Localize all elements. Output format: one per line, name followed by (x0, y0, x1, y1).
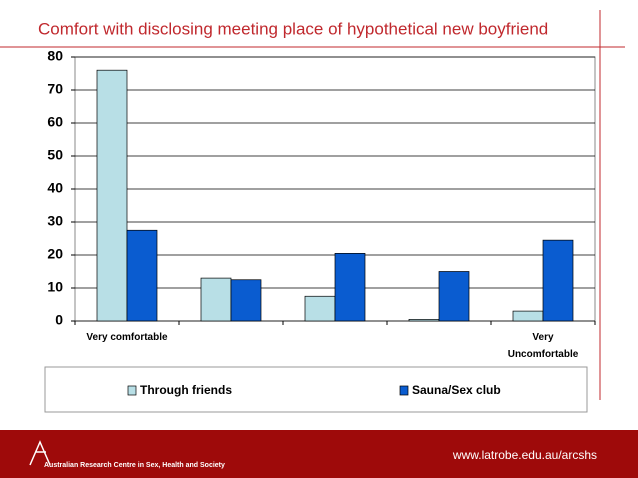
bar (512, 310, 544, 322)
bar (408, 319, 440, 322)
bar (542, 239, 574, 322)
logo (29, 440, 51, 466)
legend-box (44, 366, 588, 413)
y-tick-label: 60 (47, 114, 63, 130)
x-tick-label: Very Uncomfortable (507, 332, 579, 360)
y-tick-label: 0 (55, 312, 63, 328)
chart-title: Comfort with disclosing meeting place of… (38, 19, 548, 38)
bar (304, 295, 336, 322)
bar (126, 229, 158, 322)
bar (200, 277, 232, 322)
footer-band (0, 430, 638, 478)
y-tick-label: 20 (47, 246, 63, 262)
footer-org: Australian Research Centre in Sex, Healt… (44, 462, 225, 469)
y-tick-label: 80 (47, 48, 63, 64)
bar (96, 69, 128, 322)
x-tick-label: Very comfortable (86, 332, 168, 343)
legend-label: Sauna/Sex club (412, 383, 501, 397)
y-tick-label: 40 (47, 180, 63, 196)
y-tick-label: 30 (47, 213, 63, 229)
y-tick-label: 10 (47, 279, 63, 295)
y-tick-label: 70 (47, 81, 63, 97)
bar (334, 253, 366, 322)
y-tick-label: 50 (47, 147, 63, 163)
footer-url: www.latrobe.edu.au/arcshs (452, 448, 597, 462)
legend-swatch (399, 385, 409, 396)
bar (230, 279, 262, 322)
bar (438, 271, 470, 322)
legend-label: Through friends (140, 383, 232, 397)
legend-swatch (127, 385, 137, 396)
